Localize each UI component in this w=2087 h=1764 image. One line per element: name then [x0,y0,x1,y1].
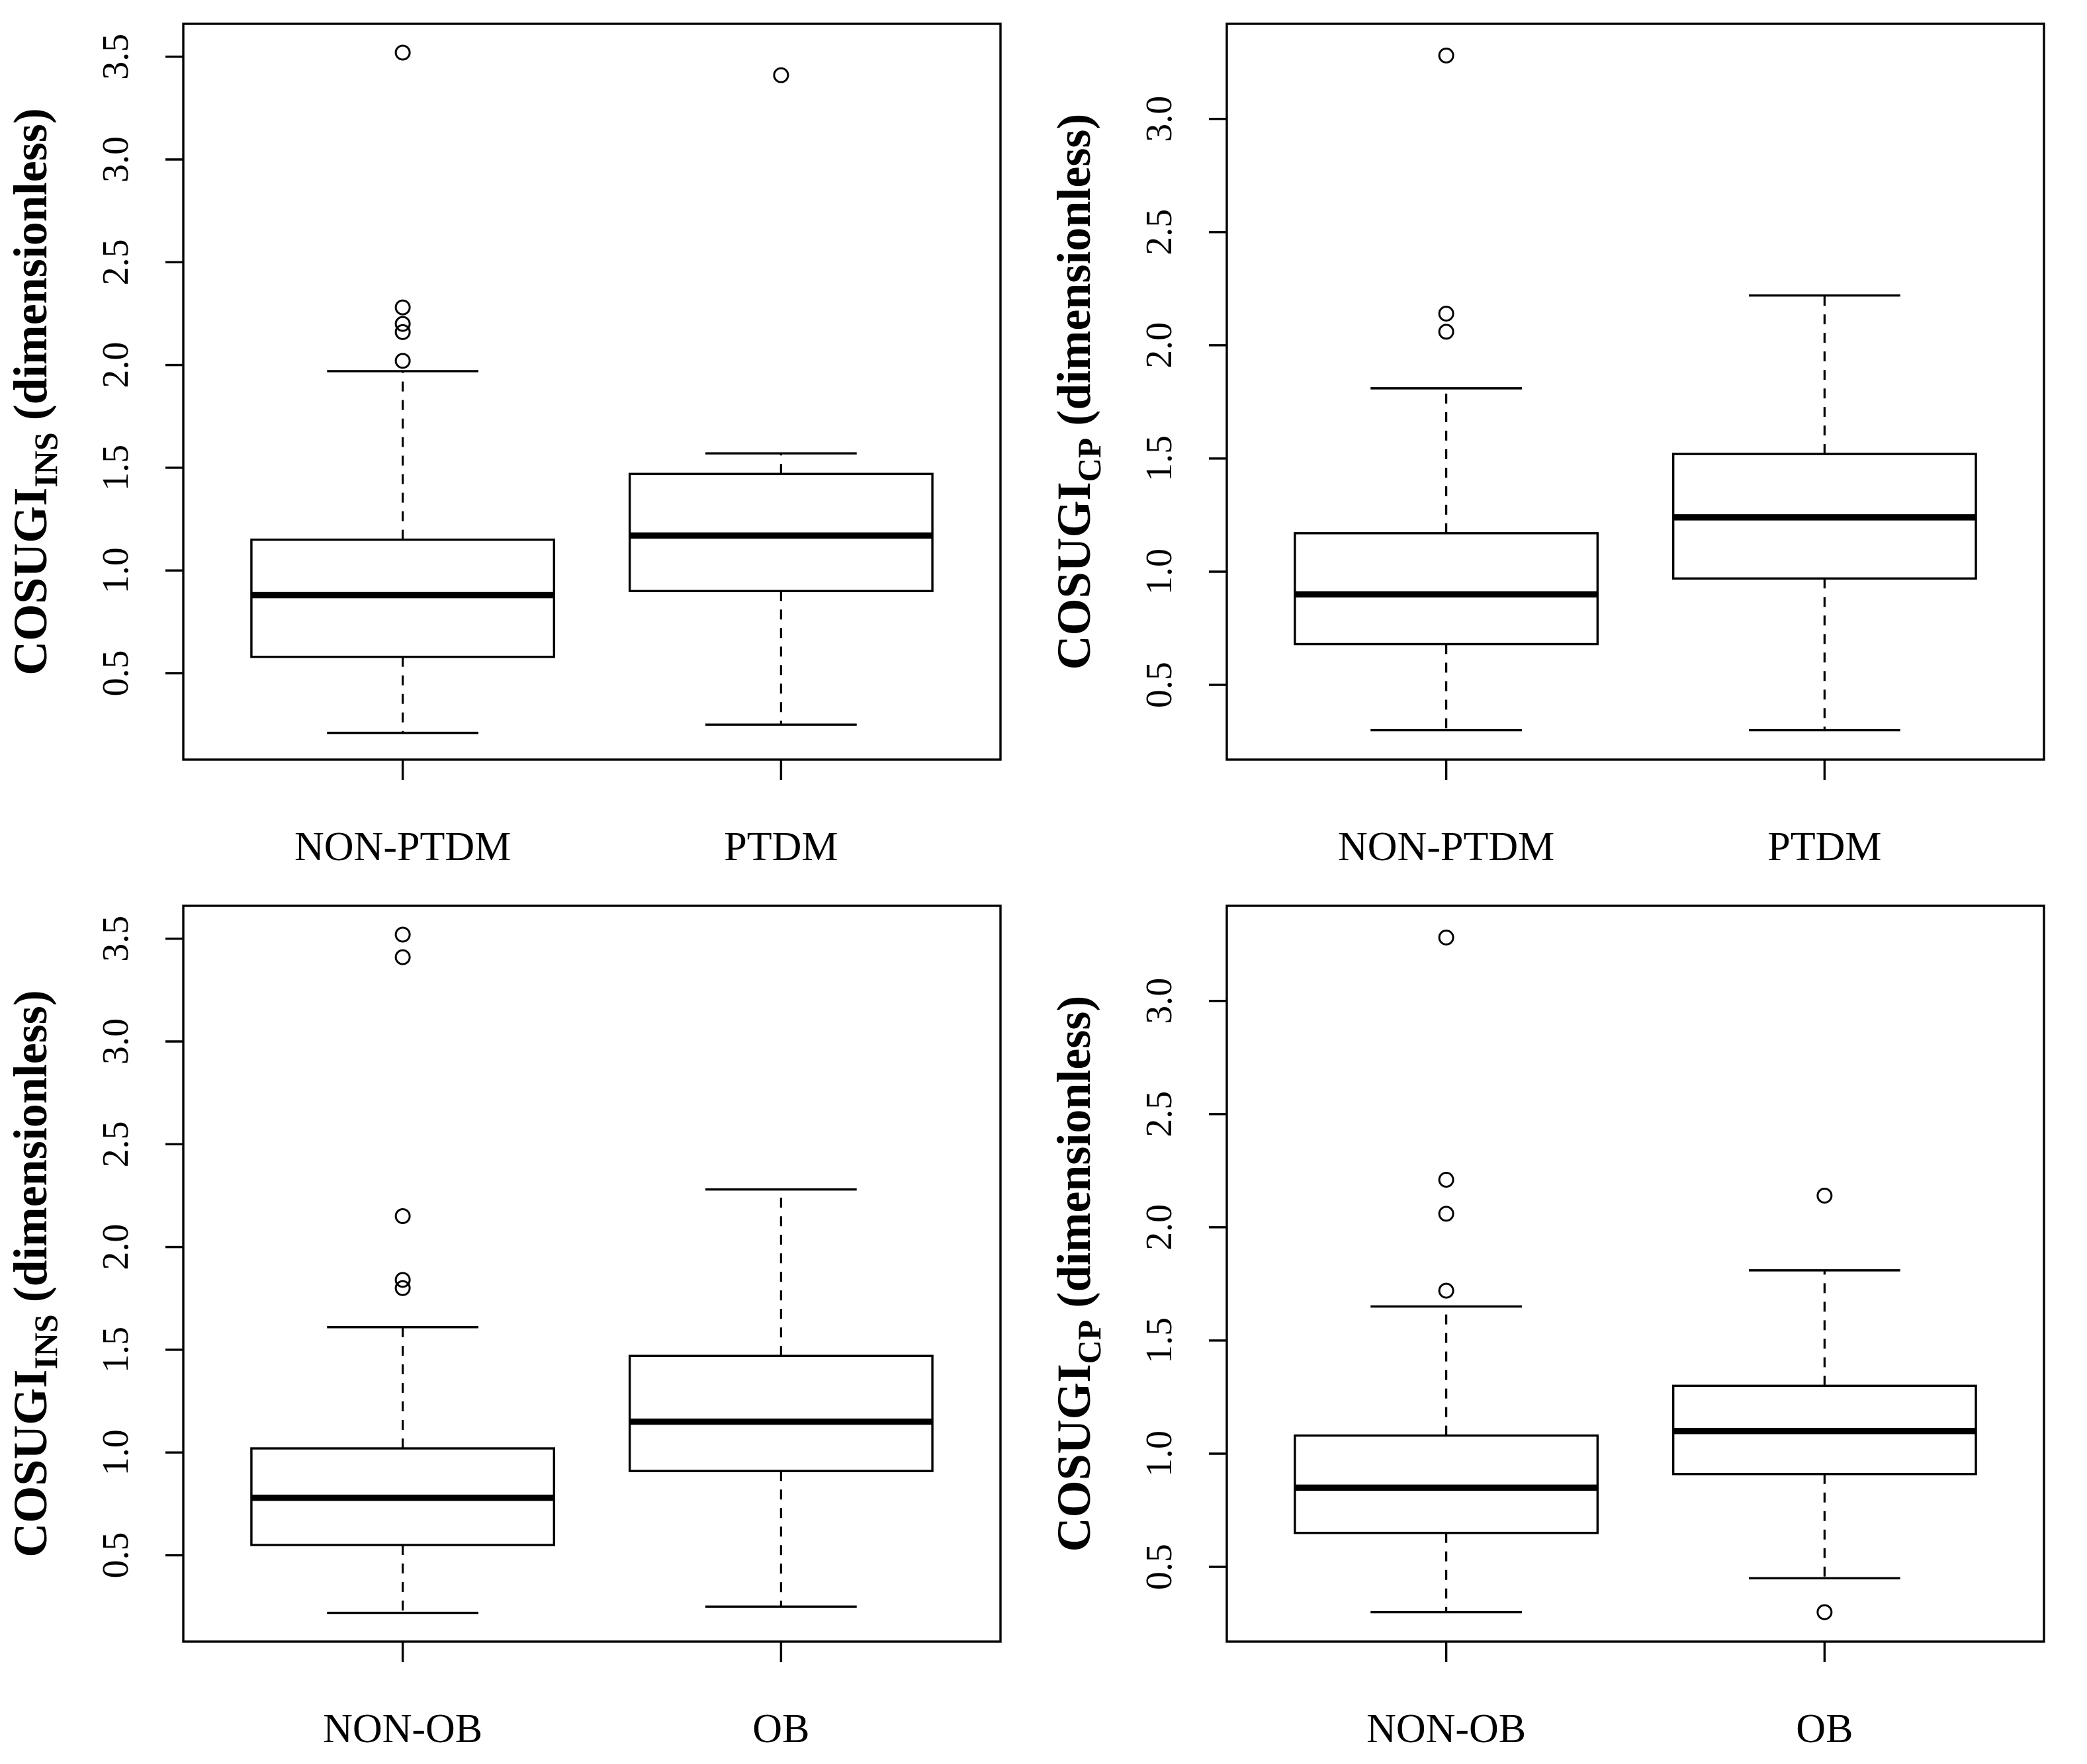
y-axis-tick-label: 1.5 [95,1327,136,1373]
y-axis-tick-label: 1.5 [1139,435,1180,482]
outlier-point [394,44,411,61]
y-axis-tick-label: 0.5 [1139,662,1180,708]
y-axis-tick-label: 1.0 [95,547,136,594]
iqr-box [1294,532,1599,646]
x-axis-category-label: NON-OB [323,1706,482,1751]
boxplot-chart-cp-ptdm: 0.5 1.0 1.5 2.0 2.5 3.0 COSUGICP (dimensionles… [1047,22,2045,869]
plot-border [182,904,1002,1643]
outlier-point [394,324,411,340]
panel-cosugi-cp-by-ob: 0.5 1.0 1.5 2.0 2.5 3.0 COSUGICP (dimensionles… [1044,882,2087,1764]
outlier-point [394,299,411,316]
box-ob [628,1188,934,1608]
y-axis-title: COSUGIINS (dimensionless) [4,990,64,1557]
y-axis-tick-label: 2.5 [1139,1091,1180,1137]
y-axis-tick-label: 3.5 [95,34,136,80]
box-non-ptdm [1294,47,1599,732]
y-axis-tick-label: 2.5 [95,1121,136,1167]
box-ptdm [1671,294,1977,732]
outlier-point [394,316,411,332]
box-non-ob [250,926,556,1614]
boxplot-chart-cp-ob: 0.5 1.0 1.5 2.0 2.5 3.0 COSUGICP (dimensionles… [1047,904,2045,1751]
box-ob [1671,1187,1977,1620]
y-axis-tick-label: 3.5 [95,916,136,962]
y-axis-tick-label: 3.0 [1139,978,1180,1024]
iqr-box [628,1354,934,1472]
x-axis-category-label: PTDM [1767,824,1881,869]
y-axis-tick-label: 2.0 [1139,1204,1180,1251]
outlier-point [394,949,411,965]
outlier-point [1816,1187,1833,1204]
y-axis-tick-label: 3.0 [95,1018,136,1065]
outlier-point [1438,929,1454,946]
y-axis-tick-label: 0.5 [1139,1544,1180,1590]
x-axis-category-label: OB [752,1706,809,1751]
panel-cosugi-ins-by-ob: 0.5 1.0 1.5 2.0 2.5 3.0 3.5 COSUGIINS (dimensio… [0,882,1044,1764]
y-axis-tick-label: 3.0 [1139,96,1180,142]
y-axis-tick-label: 2.0 [95,1224,136,1270]
outlier-point [1438,1206,1454,1222]
y-axis-tick-label: 2.0 [95,342,136,388]
panel-cosugi-cp-by-ptdm: 0.5 1.0 1.5 2.0 2.5 3.0 COSUGICP (dimensionles… [1044,0,2087,882]
y-axis-tick-label: 0.5 [95,650,136,697]
box-ptdm [628,67,934,726]
y-axis-tick-label: 0.5 [95,1532,136,1579]
x-axis-category-label: NON-PTDM [294,824,511,869]
boxplot-chart-ins-ob: 0.5 1.0 1.5 2.0 2.5 3.0 3.5 COSUGIINS (dimensio… [4,904,1002,1751]
y-axis-title: COSUGICP (dimensionless) [1047,996,1108,1552]
y-axis-tick-label: 1.0 [1139,549,1180,595]
plot-border [1225,904,2045,1643]
plot-border [1225,22,2045,761]
outlier-point [1438,1172,1454,1188]
boxplot-chart-ins-ptdm: 0.5 1.0 1.5 2.0 2.5 3.0 3.5 COSUGIINS (dimensio… [4,22,1002,869]
y-axis-tick-label: 1.0 [1139,1431,1180,1477]
outlier-point [773,67,789,83]
y-axis-title: COSUGIINS (dimensionless) [4,108,64,675]
iqr-box [1294,1434,1599,1534]
outlier-point [394,1272,411,1288]
box-non-ptdm [250,44,556,734]
y-axis-tick-label: 2.5 [1139,209,1180,255]
x-axis-category-label: OB [1796,1706,1853,1751]
y-axis-tick-label: 1.0 [95,1429,136,1476]
y-axis-tick-label: 3.0 [95,136,136,183]
outlier-point [394,926,411,943]
outlier-point [1438,1282,1454,1299]
x-axis-category-label: NON-OB [1366,1706,1526,1751]
outlier-point [394,1280,411,1296]
box-non-ob [1294,929,1599,1614]
x-axis-category-label: NON-PTDM [1338,824,1554,869]
y-axis-tick-label: 2.0 [1139,322,1180,369]
x-axis-category-label: PTDM [724,824,838,869]
y-axis-tick-label: 1.5 [1139,1317,1180,1364]
y-axis-tick-label: 1.5 [95,445,136,491]
outlier-point [394,1208,411,1225]
outlier-point [1816,1604,1833,1620]
y-axis-title: COSUGICP (dimensionless) [1047,114,1108,670]
panel-cosugi-ins-by-ptdm: 0.5 1.0 1.5 2.0 2.5 3.0 3.5 COSUGIINS (dimensio… [0,0,1044,882]
y-axis-tick-label: 2.5 [95,239,136,285]
outlier-point [1438,47,1454,64]
plot-border [182,22,1002,761]
outlier-point [1438,324,1454,340]
outlier-point [394,353,411,369]
outlier-point [1438,305,1454,322]
